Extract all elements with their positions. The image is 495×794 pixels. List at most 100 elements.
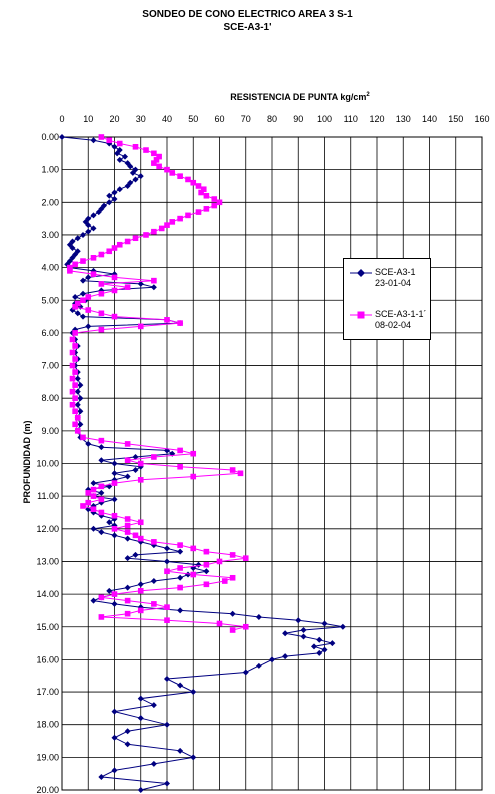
data-point: [177, 320, 183, 326]
data-point: [177, 574, 184, 581]
data-point: [111, 274, 118, 281]
data-point: [72, 293, 79, 300]
data-point: [211, 202, 218, 209]
data-point: [90, 212, 97, 219]
data-point: [153, 157, 160, 163]
data-point: [321, 620, 328, 627]
x-tick-label: 90: [293, 114, 303, 124]
data-point: [177, 173, 183, 179]
data-point: [77, 421, 84, 428]
x-axis-title: RESISTENCIA DE PUNTA kg/cm2: [230, 92, 370, 102]
y-tick-label: 9.00: [41, 426, 59, 436]
data-point: [177, 463, 183, 470]
data-point: [156, 163, 162, 170]
data-point: [203, 581, 210, 588]
data-point: [98, 614, 105, 620]
y-tick-label: 14.00: [36, 589, 59, 599]
data-point: [69, 336, 76, 343]
data-point: [111, 287, 118, 294]
data-point: [69, 362, 76, 369]
data-point: [132, 532, 139, 539]
y-tick-label: 17.00: [36, 687, 59, 697]
data-point: [59, 134, 65, 140]
data-point: [124, 516, 131, 522]
x-tick-label: 160: [474, 114, 489, 124]
data-point: [80, 313, 86, 320]
y-tick-label: 6.00: [41, 328, 59, 338]
data-point: [282, 653, 289, 660]
data-point: [137, 588, 144, 594]
data-point: [164, 558, 170, 565]
data-point: [132, 453, 139, 460]
data-point: [137, 715, 144, 722]
data-point: [69, 349, 76, 356]
data-point: [151, 160, 157, 166]
data-point: [116, 241, 123, 248]
data-point: [98, 290, 105, 297]
data-point: [177, 584, 183, 591]
data-point: [195, 209, 202, 215]
data-point: [124, 182, 131, 189]
x-tick-label: 130: [396, 114, 411, 124]
data-point: [124, 441, 131, 447]
data-point: [111, 767, 118, 774]
data-point: [151, 539, 157, 545]
data-point: [203, 561, 210, 568]
data-point: [229, 552, 236, 558]
y-tick-label: 8.00: [41, 393, 59, 403]
data-point: [116, 140, 123, 147]
data-point: [190, 754, 197, 761]
data-point: [98, 594, 105, 601]
data-point: [137, 280, 144, 287]
y-tick-labels: 0.00 1.00 2.00 3.00 4.00 5.00 6.00 7.00 8.00 9.00…: [36, 132, 59, 794]
data-point: [132, 551, 139, 558]
data-point: [98, 773, 105, 780]
data-point: [169, 170, 176, 176]
data-point: [116, 186, 123, 193]
data-point: [185, 212, 191, 219]
data-point: [177, 607, 184, 614]
data-point: [111, 532, 118, 539]
data-point: [106, 519, 113, 526]
data-point: [74, 310, 81, 317]
data-point: [177, 682, 184, 689]
data-point: [137, 460, 144, 467]
data-point: [229, 467, 236, 473]
data-point: [69, 375, 76, 382]
legend-label-series-1: SCE-A3-1: [375, 267, 416, 277]
data-point: [90, 137, 97, 144]
data-point: [67, 264, 73, 271]
data-point: [69, 388, 76, 395]
data-point: [124, 529, 131, 535]
data-point: [143, 147, 149, 153]
legend-marker-series-1: [350, 269, 372, 277]
x-tick-label: 150: [448, 114, 463, 124]
data-point: [129, 169, 136, 176]
data-point: [137, 695, 144, 702]
data-point: [80, 231, 86, 238]
data-point: [255, 662, 262, 669]
data-point: [98, 489, 105, 496]
data-point: [203, 568, 210, 575]
y-tick-label: 4.00: [41, 263, 59, 273]
data-point: [98, 483, 105, 490]
data-point: [72, 303, 78, 310]
data-point: [124, 584, 131, 591]
data-point: [242, 623, 249, 630]
data-point: [339, 623, 346, 630]
data-point: [77, 382, 84, 389]
data-point: [137, 477, 144, 483]
y-tick-label: 15.00: [36, 622, 59, 632]
legend-date-series-1: 23-01-04: [375, 278, 412, 288]
data-point: [80, 258, 86, 264]
y-tick-label: 20.00: [36, 785, 59, 794]
data-point: [190, 545, 197, 552]
data-point: [111, 480, 118, 486]
data-point: [111, 460, 118, 467]
data-point: [72, 421, 78, 428]
data-point: [85, 323, 92, 330]
data-point: [74, 300, 81, 307]
y-tick-label: 12.00: [36, 524, 59, 534]
data-point: [77, 408, 84, 415]
data-point: [80, 290, 86, 297]
